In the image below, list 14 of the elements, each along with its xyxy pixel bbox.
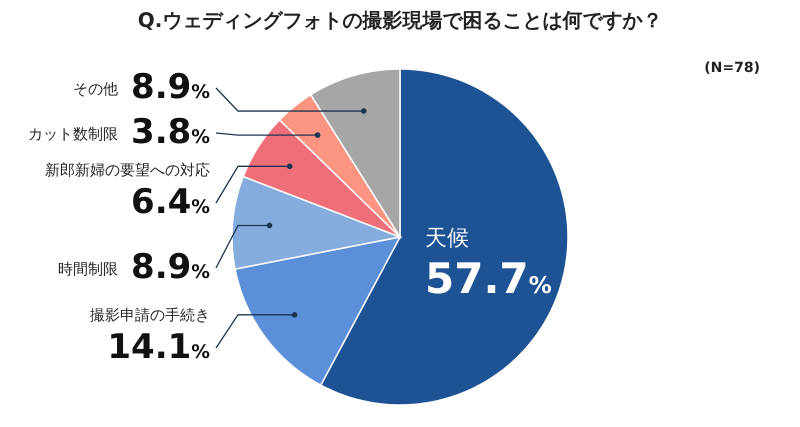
data-label: 57.7% — [425, 254, 552, 303]
data-label: 6.4% — [131, 182, 210, 222]
slice-label: その他 — [73, 80, 118, 98]
slice-label: 時間制限 — [58, 260, 118, 278]
slice-label: 撮影申請の手続き — [90, 306, 210, 324]
data-label: 8.9% — [131, 67, 210, 107]
chart-title: Q.ウェディングフォトの撮影現場で困ることは何ですか？ — [138, 8, 662, 32]
slice-label: 新郎新婦の要望への対応 — [45, 161, 210, 179]
slice-label: 天候 — [425, 226, 469, 251]
data-label: 8.9% — [131, 247, 210, 287]
data-label: 14.1% — [107, 327, 210, 367]
text: (N=78) — [704, 60, 760, 76]
data-label: 3.8% — [131, 112, 210, 152]
slice-label: カット数制限 — [28, 125, 118, 143]
